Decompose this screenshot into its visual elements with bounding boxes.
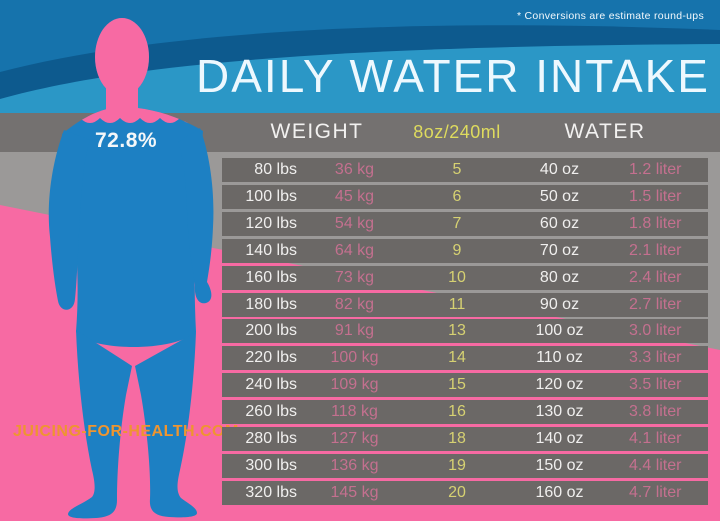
glasses-count-cell: 15 bbox=[448, 376, 466, 394]
weight-kg-cell: 36 kg bbox=[334, 161, 375, 178]
water-liter-cell: 4.4 liter bbox=[629, 456, 682, 474]
weight-lbs-cell: 80 lbs bbox=[254, 161, 297, 178]
column-header-weight: WEIGHT bbox=[270, 120, 364, 143]
conversions-note: * Conversions are estimate round-ups bbox=[516, 10, 704, 22]
weight-lbs-cell: 260 lbs bbox=[245, 403, 297, 421]
water-oz-cell: 130 oz bbox=[535, 403, 584, 421]
glasses-count-cell: 11 bbox=[448, 295, 466, 313]
table-row: 160 lbs 73 kg 10 80 oz 2.4 liter bbox=[222, 265, 708, 290]
table-row: 180 lbs 82 kg 11 90 oz 2.7 liter bbox=[222, 292, 708, 317]
weight-lbs-cell: 140 lbs bbox=[245, 241, 297, 259]
weight-lbs-cell: 320 lbs bbox=[245, 483, 297, 501]
water-oz-cell: 70 oz bbox=[539, 241, 580, 259]
water-oz-cell: 140 oz bbox=[535, 430, 584, 448]
table-row: 100 lbs 45 kg 6 50 oz 1.5 liter bbox=[222, 184, 708, 209]
water-liter-cell: 2.4 liter bbox=[629, 268, 682, 286]
weight-kg-cell: 64 kg bbox=[334, 241, 375, 259]
glasses-count-cell: 14 bbox=[448, 349, 466, 367]
glasses-count-cell: 7 bbox=[452, 214, 462, 232]
weight-lbs-cell: 280 lbs bbox=[245, 430, 297, 448]
water-oz-cell: 90 oz bbox=[539, 295, 580, 313]
weight-kg-cell: 100 kg bbox=[330, 349, 379, 367]
column-header-glasses: 8oz/240ml bbox=[413, 121, 501, 142]
weight-lbs-cell: 100 lbs bbox=[245, 187, 297, 205]
weight-lbs-cell: 220 lbs bbox=[245, 349, 297, 367]
header-swoosh-graphic bbox=[0, 25, 720, 113]
table-row: 120 lbs 54 kg 7 60 oz 1.8 liter bbox=[222, 211, 708, 236]
weight-lbs-cell: 300 lbs bbox=[245, 456, 297, 474]
weight-kg-cell: 73 kg bbox=[334, 268, 375, 286]
water-liter-cell: 1.8 liter bbox=[629, 214, 682, 232]
water-liter-cell: 2.1 liter bbox=[629, 241, 682, 259]
water-liter-cell: 1.2 liter bbox=[629, 161, 682, 178]
weight-kg-cell: 45 kg bbox=[334, 187, 375, 205]
water-liter-cell: 3.3 liter bbox=[629, 349, 682, 367]
weight-kg-cell: 82 kg bbox=[334, 295, 375, 313]
table-row: 240 lbs 109 kg 15 120 oz 3.5 liter bbox=[222, 373, 708, 398]
water-oz-cell: 120 oz bbox=[535, 376, 584, 394]
weight-lbs-cell: 200 lbs bbox=[245, 322, 297, 340]
glasses-count-cell: 5 bbox=[452, 161, 462, 178]
table-row: 320 lbs 145 kg 20 160 oz 4.7 liter bbox=[222, 480, 708, 505]
weight-kg-cell: 127 kg bbox=[330, 430, 379, 448]
weight-kg-cell: 91 kg bbox=[334, 322, 375, 340]
glasses-count-cell: 16 bbox=[448, 403, 466, 421]
glasses-count-cell: 10 bbox=[448, 268, 466, 286]
glasses-count-cell: 20 bbox=[448, 483, 466, 501]
water-liter-cell: 3.5 liter bbox=[629, 376, 682, 394]
glasses-count-cell: 18 bbox=[448, 430, 466, 448]
table-row: 260 lbs 118 kg 16 130 oz 3.8 liter bbox=[222, 400, 708, 425]
water-oz-cell: 60 oz bbox=[539, 214, 580, 232]
water-oz-cell: 150 oz bbox=[535, 456, 584, 474]
water-liter-cell: 3.8 liter bbox=[629, 403, 682, 421]
water-level-pink-head bbox=[48, 18, 214, 123]
water-liter-cell: 2.7 liter bbox=[629, 295, 682, 313]
column-header-water: WATER bbox=[564, 120, 646, 143]
table-row: 280 lbs 127 kg 18 140 oz 4.1 liter bbox=[222, 427, 708, 452]
human-body-water-figure bbox=[48, 18, 214, 519]
website-label: JUICING-FOR-HEALTH.COM bbox=[13, 423, 239, 440]
weight-kg-cell: 145 kg bbox=[330, 483, 379, 501]
water-oz-cell: 110 oz bbox=[536, 349, 583, 367]
glasses-count-cell: 6 bbox=[452, 187, 462, 205]
water-oz-cell: 80 oz bbox=[539, 268, 580, 286]
table-row: 80 lbs 36 kg 5 40 oz 1.2 liter bbox=[222, 158, 708, 182]
page-title: DAILY WATER INTAKE bbox=[196, 50, 710, 102]
table-row: 200 lbs 91 kg 13 100 oz 3.0 liter bbox=[222, 319, 708, 344]
water-oz-cell: 100 oz bbox=[535, 322, 584, 340]
weight-kg-cell: 54 kg bbox=[334, 214, 375, 232]
glasses-count-cell: 19 bbox=[448, 456, 466, 474]
table-header-row: WEIGHT 8oz/240ml WATER bbox=[222, 112, 708, 152]
weight-lbs-cell: 180 lbs bbox=[245, 295, 297, 313]
table-row: 140 lbs 64 kg 9 70 oz 2.1 liter bbox=[222, 238, 708, 263]
weight-lbs-cell: 240 lbs bbox=[245, 376, 297, 394]
glasses-count-cell: 13 bbox=[448, 322, 466, 340]
water-intake-table: 80 lbs 36 kg 5 40 oz 1.2 liter 100 lbs 45 kg 6 5… bbox=[222, 158, 708, 505]
weight-kg-cell: 109 kg bbox=[330, 376, 379, 394]
water-oz-cell: 50 oz bbox=[539, 187, 580, 205]
glasses-count-cell: 9 bbox=[452, 241, 462, 259]
body-water-percent: 72.8% bbox=[95, 129, 158, 152]
water-liter-cell: 4.7 liter bbox=[629, 483, 682, 501]
table-row: 220 lbs 100 kg 14 110 oz 3.3 liter bbox=[222, 346, 708, 371]
weight-kg-cell: 118 kg bbox=[331, 403, 378, 421]
table-row: 300 lbs 136 kg 19 150 oz 4.4 liter bbox=[222, 453, 708, 478]
weight-lbs-cell: 120 lbs bbox=[245, 214, 297, 232]
weight-lbs-cell: 160 lbs bbox=[245, 268, 297, 286]
water-liter-cell: 4.1 liter bbox=[629, 430, 682, 448]
water-liter-cell: 1.5 liter bbox=[629, 187, 682, 205]
water-liter-cell: 3.0 liter bbox=[629, 322, 682, 340]
water-oz-cell: 40 oz bbox=[539, 161, 580, 178]
weight-kg-cell: 136 kg bbox=[330, 456, 379, 474]
water-oz-cell: 160 oz bbox=[535, 483, 584, 501]
